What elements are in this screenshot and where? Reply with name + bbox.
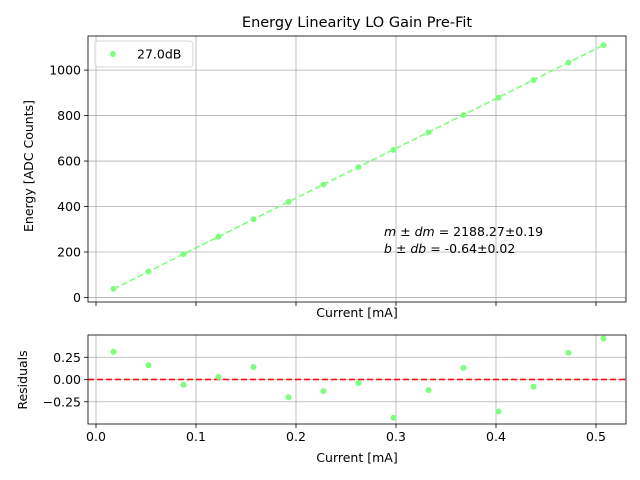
data-point <box>425 129 432 136</box>
residual-point <box>425 387 432 394</box>
top-y-tick-label: 400 <box>57 199 81 214</box>
data-point <box>320 181 327 188</box>
data-point <box>600 42 607 49</box>
legend: 27.0dB <box>94 40 194 68</box>
top-x-axis-label: Current [mA] <box>316 305 397 320</box>
legend-marker-icon <box>110 51 116 57</box>
bottom-x-tick-label: 0.5 <box>586 429 606 444</box>
data-point <box>180 251 187 258</box>
residual-point <box>180 381 187 388</box>
top-points-layer <box>110 42 607 292</box>
intercept-symbol: b ± db <box>384 241 426 256</box>
bottom-y-tick-label: 0.00 <box>53 372 81 387</box>
bottom-x-tick-label: 0.2 <box>286 429 306 444</box>
data-point <box>495 94 502 101</box>
residual-point <box>250 364 257 371</box>
data-point <box>215 233 222 240</box>
bottom-ticks: 0.0 0.1 0.2 0.3 0.4 0.5 −0.25 0.00 0.25 <box>43 350 606 444</box>
residual-point <box>320 388 327 395</box>
residual-point <box>110 348 117 355</box>
data-point <box>565 59 572 66</box>
slope-value: = 2188.27±0.19 <box>435 224 543 239</box>
residual-point <box>600 335 607 342</box>
bottom-x-axis-label: Current [mA] <box>316 450 397 465</box>
bottom-y-tick-label: −0.25 <box>43 394 81 409</box>
top-y-axis-label: Energy [ADC Counts] <box>21 100 36 232</box>
bottom-x-tick-label: 0.0 <box>86 429 106 444</box>
residual-point <box>530 383 537 390</box>
top-y-tick-label: 200 <box>57 244 81 259</box>
residual-point <box>355 380 362 387</box>
data-point <box>145 268 152 275</box>
slope-symbol: m ± dm <box>384 224 435 239</box>
top-plot-frame <box>87 35 627 303</box>
bottom-y-tick-label: 0.25 <box>53 350 81 365</box>
intercept-value: = -0.64±0.02 <box>426 241 515 256</box>
data-point <box>250 216 257 223</box>
residual-point <box>565 349 572 356</box>
intercept-annotation: b ± db = -0.64±0.02 <box>384 241 515 256</box>
top-y-tick-label: 0 <box>73 290 81 305</box>
residual-point <box>285 394 292 401</box>
residual-point <box>460 364 467 371</box>
data-point <box>285 198 292 205</box>
legend-label: 27.0dB <box>137 47 181 62</box>
residual-point <box>495 408 502 415</box>
top-ticks: 0 200 400 600 800 1000 <box>49 63 597 306</box>
residual-point <box>145 362 152 369</box>
top-y-tick-label: 600 <box>57 154 81 169</box>
data-point <box>110 285 117 292</box>
bottom-x-tick-label: 0.3 <box>386 429 406 444</box>
top-y-tick-label: 1000 <box>49 63 81 78</box>
data-point <box>355 164 362 171</box>
legend-box <box>94 40 194 68</box>
residual-point <box>390 414 397 421</box>
top-chart-title: Energy Linearity LO Gain Pre-Fit <box>242 15 472 31</box>
bottom-x-tick-label: 0.1 <box>186 429 206 444</box>
top-grid <box>88 36 626 302</box>
slope-annotation: m ± dm = 2188.27±0.19 <box>384 224 543 239</box>
bottom-points-layer <box>110 335 607 421</box>
bottom-x-tick-label: 0.4 <box>486 429 506 444</box>
residual-point <box>215 373 222 380</box>
data-point <box>530 77 537 84</box>
data-point <box>460 111 467 118</box>
data-point <box>390 146 397 153</box>
bottom-y-axis-label: Residuals <box>15 350 30 409</box>
top-y-tick-label: 800 <box>57 108 81 123</box>
